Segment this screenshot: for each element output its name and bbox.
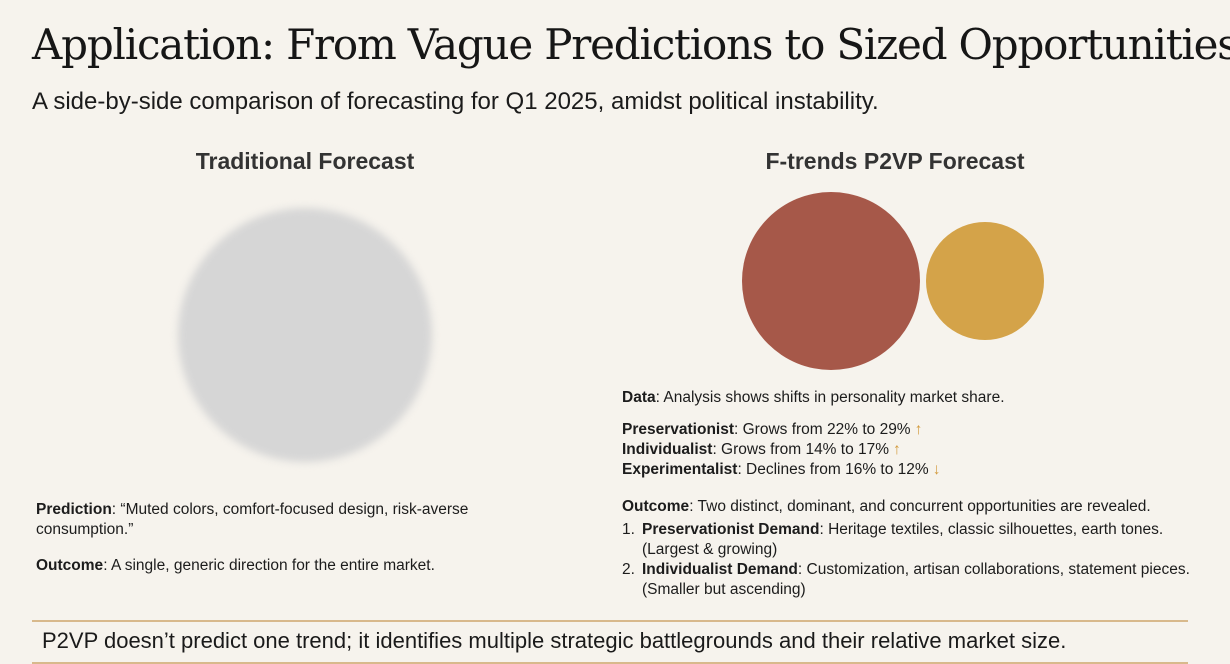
demand-label: Preservationist Demand	[642, 521, 820, 538]
outcome-text: : A single, generic direction for the en…	[103, 557, 435, 574]
footer-divider	[32, 620, 1188, 622]
shift-row-preservationist: Preservationist: Grows from 22% to 29% ↑	[622, 420, 940, 440]
outcome-text: : Two distinct, dominant, and concurrent…	[689, 498, 1151, 515]
list-number: 2.	[622, 561, 635, 578]
page-subtitle: A side-by-side comparison of forecasting…	[32, 88, 879, 115]
market-share-shifts: Preservationist: Grows from 22% to 29% ↑ …	[622, 420, 940, 480]
shift-text: : Declines from 16% to 12%	[737, 461, 929, 478]
demand-text: : Customization, artisan collaborations,…	[642, 561, 1190, 598]
shift-label: Preservationist	[622, 421, 734, 438]
arrow-up-icon: ↑	[914, 421, 923, 438]
prediction-text: : “Muted colors, comfort-focused design,…	[36, 501, 469, 538]
traditional-blurred-circle	[178, 208, 432, 462]
demand-body: Preservationist Demand: Heritage textile…	[642, 520, 1212, 560]
list-number: 1.	[622, 521, 635, 538]
preservationist-circle	[742, 192, 920, 370]
p2vp-outcome: Outcome: Two distinct, dominant, and con…	[622, 497, 1151, 517]
demand-text: : Heritage textiles, classic silhouettes…	[642, 521, 1164, 558]
list-item: 1. Preservationist Demand: Heritage text…	[622, 520, 1212, 560]
individualist-circle	[926, 222, 1044, 340]
demand-label: Individualist Demand	[642, 561, 798, 578]
list-item: 2. Individualist Demand: Customization, …	[622, 560, 1212, 600]
arrow-down-icon: ↓	[932, 461, 941, 478]
shift-row-individualist: Individualist: Grows from 14% to 17% ↑	[622, 440, 940, 460]
demand-list: 1. Preservationist Demand: Heritage text…	[622, 520, 1212, 600]
shift-label: Experimentalist	[622, 461, 738, 478]
data-label: Data	[622, 389, 656, 406]
demand-body: Individualist Demand: Customization, art…	[642, 560, 1212, 600]
page-title: Application: From Vague Predictions to S…	[32, 20, 1230, 69]
footer-summary: P2VP doesn’t predict one trend; it ident…	[42, 628, 1067, 653]
traditional-forecast-heading: Traditional Forecast	[195, 148, 415, 174]
shift-text: : Grows from 22% to 29%	[734, 421, 911, 438]
traditional-outcome: Outcome: A single, generic direction for…	[36, 556, 516, 576]
traditional-prediction: Prediction: “Muted colors, comfort-focus…	[36, 500, 516, 540]
p2vp-forecast-heading: F-trends P2VP Forecast	[765, 148, 1025, 174]
bottom-divider	[32, 662, 1188, 664]
prediction-label: Prediction	[36, 501, 112, 518]
shift-text: : Grows from 14% to 17%	[712, 441, 890, 458]
data-text: : Analysis shows shifts in personality m…	[655, 389, 1005, 406]
p2vp-data-line: Data: Analysis shows shifts in personali…	[622, 388, 1005, 408]
outcome-label: Outcome	[36, 557, 104, 574]
shift-row-experimentalist: Experimentalist: Declines from 16% to 12…	[622, 460, 940, 480]
shift-label: Individualist	[622, 441, 713, 458]
outcome-label: Outcome	[622, 498, 690, 515]
arrow-up-icon: ↑	[893, 441, 901, 458]
